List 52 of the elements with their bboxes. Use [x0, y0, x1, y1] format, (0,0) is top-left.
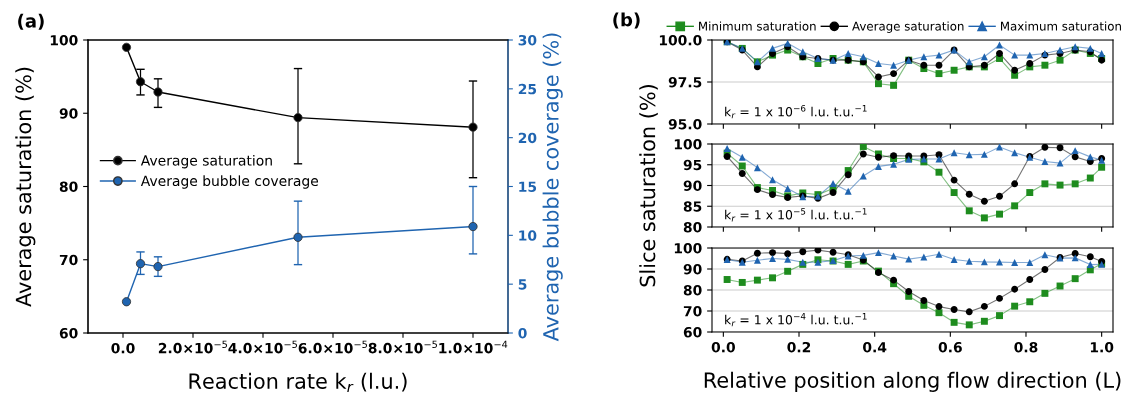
- y-tick-label: 80: [683, 221, 702, 233]
- x-tick-label: 2.0×10$^{−5}$: [158, 340, 227, 354]
- y-tick-label: 80: [59, 181, 78, 192]
- y-tick-label: 90: [683, 263, 702, 275]
- x-tick-label: 0.8: [1014, 341, 1038, 353]
- chart-title: (b): [613, 12, 640, 29]
- y2-tick-label: 15: [519, 181, 537, 192]
- x-tick-label: 6.0×10$^{−5}$: [298, 340, 367, 354]
- x-tick-label: 8.0×10$^{−5}$: [368, 340, 437, 354]
- y2-tick-label: 20: [518, 132, 537, 144]
- y-tick-label: 70: [59, 254, 78, 266]
- y-tick-label: 97.5: [668, 76, 702, 88]
- annotation: k$_{r}$ = 1 x 10$^{−5}$ l.u. t.u.$^{−1}$: [725, 208, 867, 222]
- y-tick-label: 60: [59, 327, 78, 339]
- x-tick-label: 1.0: [1090, 341, 1114, 353]
- y2-axis-title: Average bubble coverage (%): [542, 33, 563, 342]
- legend-label: Average saturation: [140, 154, 272, 169]
- y2-tick-label: 30: [518, 34, 537, 46]
- legend-label: Average bubble coverage: [140, 175, 319, 189]
- y2-tick-label: 10: [519, 230, 537, 241]
- y-tick-label: 100: [674, 138, 702, 150]
- y-tick-label: 85: [683, 201, 702, 212]
- x-tick-label: 4.0×10$^{−5}$: [228, 340, 297, 354]
- x-axis-title: Reaction rate k$_{r}$ (l.u.): [189, 372, 407, 393]
- y2-tick-label: 25: [518, 83, 537, 95]
- legend-label: Average saturation: [852, 21, 964, 33]
- y-tick-label: 70: [683, 305, 702, 317]
- legend-label: Maximum saturation: [1001, 21, 1121, 31]
- y-axis-title: Slice saturation (%): [639, 84, 658, 287]
- annotation: k$_{r}$ = 1 x 10$^{−6}$ l.u. t.u.$^{−1}$: [725, 104, 867, 119]
- x-tick-label: 0.4: [863, 341, 887, 353]
- legend-label: Minimum saturation: [699, 21, 816, 31]
- y-tick-label: 100: [50, 34, 78, 46]
- x-tick-label: 0.6: [938, 341, 962, 353]
- chart-title: (a): [18, 13, 44, 30]
- y2-tick-label: 0: [518, 327, 527, 339]
- y-tick-label: 100: [674, 242, 702, 254]
- y-tick-label: 95.0: [668, 118, 702, 130]
- y-tick-label: 90: [683, 180, 702, 191]
- y-tick-label: 90: [59, 108, 78, 119]
- x-tick-label: 0.0: [711, 341, 735, 353]
- x-axis-title: Relative position along flow direction (L): [704, 371, 1121, 392]
- y2-tick-label: 5: [518, 279, 527, 290]
- y-tick-label: 80: [683, 284, 702, 296]
- x-tick-label: 0.0: [111, 342, 135, 354]
- y-axis-title: Average saturation (%): [15, 67, 36, 307]
- y-tick-label: 95: [683, 159, 702, 171]
- y-tick-label: 60: [683, 326, 702, 338]
- x-tick-label: 1.0×10$^{−4}$: [439, 340, 508, 354]
- x-tick-label: 0.2: [787, 341, 811, 353]
- y-tick-label: 100.0: [659, 34, 702, 46]
- annotation: k$_{r}$ = 1 x 10$^{−4}$ l.u. t.u.$^{−1}$: [725, 313, 867, 327]
